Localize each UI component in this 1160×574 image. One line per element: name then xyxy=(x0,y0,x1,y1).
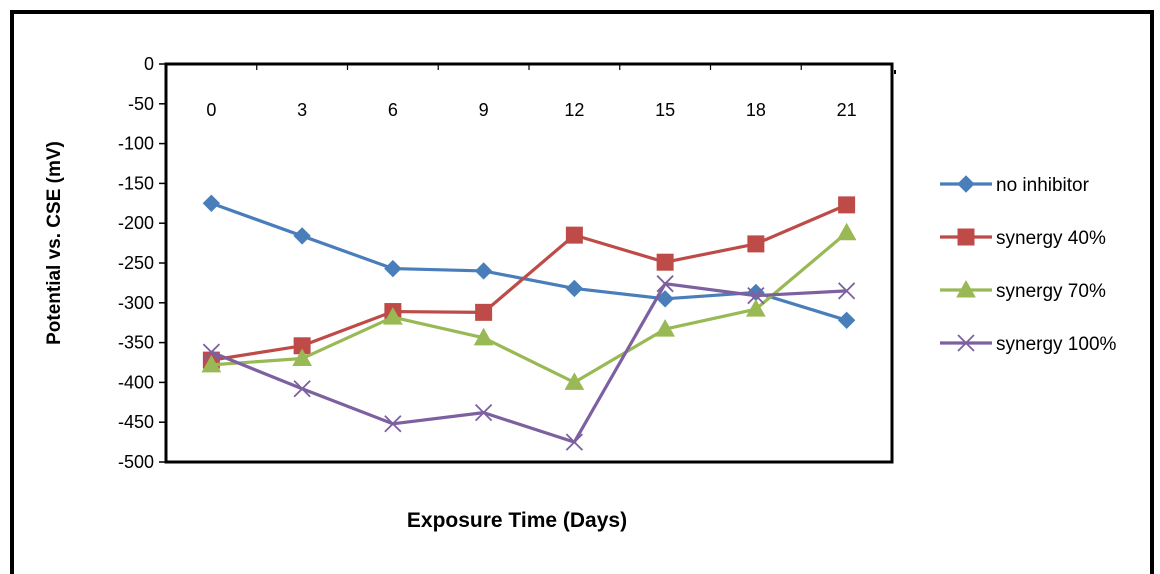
data-point xyxy=(383,307,403,325)
data-point xyxy=(202,194,221,213)
y-tick-label: 0 xyxy=(144,54,154,74)
series-line xyxy=(211,231,848,384)
plot-area xyxy=(164,62,894,464)
data-point xyxy=(746,299,766,317)
x-tick-label: 9 xyxy=(479,100,489,120)
legend-marker xyxy=(957,228,975,246)
series-line xyxy=(210,201,848,322)
legend-marker xyxy=(957,334,975,352)
data-point xyxy=(474,404,493,422)
data-point xyxy=(747,283,765,302)
x-tick-label: 12 xyxy=(564,100,584,120)
y-tick-label: -400 xyxy=(118,372,154,392)
data-point xyxy=(565,279,584,298)
data-point xyxy=(293,380,311,398)
legend-label: synergy 40% xyxy=(996,228,1106,249)
data-point xyxy=(475,303,493,321)
data-point xyxy=(293,227,311,245)
legend-label: synergy 100% xyxy=(996,334,1117,355)
y-tick-label: -350 xyxy=(118,333,154,353)
x-tick-label: 3 xyxy=(297,100,307,120)
y-tick-label: -50 xyxy=(128,94,154,114)
series-2 xyxy=(201,222,857,390)
y-tick-label: -250 xyxy=(118,253,154,273)
y-tick-label: -100 xyxy=(118,134,154,154)
x-axis-ticks: 0 3 6 9 12 15 18 21 xyxy=(165,64,857,120)
data-point xyxy=(837,282,856,300)
data-point xyxy=(292,348,312,367)
legend-marker xyxy=(956,279,976,298)
data-point xyxy=(837,311,856,330)
series-1 xyxy=(202,196,856,369)
data-point xyxy=(565,433,584,451)
data-point xyxy=(473,327,494,346)
y-tick-label: -500 xyxy=(118,452,154,472)
series-3 xyxy=(202,275,856,451)
chart-frame xyxy=(10,10,1154,574)
data-point xyxy=(656,275,674,293)
x-tick-label: 6 xyxy=(388,100,398,120)
data-point xyxy=(565,226,583,244)
x-tick-label: 18 xyxy=(746,100,766,120)
data-point xyxy=(747,286,765,305)
data-point xyxy=(202,343,221,361)
legend: no inhibitor synergy 40% synergy 70% synerg… xyxy=(940,175,1117,355)
data-point xyxy=(838,196,856,214)
data-point xyxy=(656,253,674,271)
x-tick-label: 0 xyxy=(206,100,216,120)
series-layer xyxy=(201,194,857,451)
y-tick-label: -450 xyxy=(118,412,154,432)
legend-entry: synergy 70% xyxy=(940,279,1106,302)
series-line xyxy=(210,282,847,444)
data-point xyxy=(474,262,493,280)
y-tick-label: -200 xyxy=(118,213,154,233)
data-point xyxy=(384,259,402,278)
legend-marker xyxy=(957,175,975,193)
data-point xyxy=(747,235,765,253)
legend-label: synergy 70% xyxy=(996,281,1106,302)
data-point xyxy=(836,222,857,241)
x-tick-label: 15 xyxy=(655,100,675,120)
x-axis-title: Exposure Time (Days) xyxy=(407,509,627,532)
legend-label: no inhibitor xyxy=(996,175,1090,196)
x-tick-label: 21 xyxy=(837,100,857,120)
legend-entry: no inhibitor xyxy=(940,175,1090,196)
legend-entry: synergy 40% xyxy=(940,228,1106,249)
y-axis-ticks: 0 -50 -100 -150 -200 -250 -300 -350 -400 -450 -500 xyxy=(118,54,166,472)
data-point xyxy=(564,372,585,390)
data-point xyxy=(655,319,675,337)
data-point xyxy=(384,415,402,433)
series-line xyxy=(211,203,848,362)
y-tick-label: -150 xyxy=(118,173,154,193)
y-axis-title: Potential vs. CSE (mV) xyxy=(44,141,65,345)
legend-entry: synergy 100% xyxy=(940,334,1117,355)
y-tick-label: -300 xyxy=(118,293,154,313)
data-point xyxy=(201,354,222,373)
